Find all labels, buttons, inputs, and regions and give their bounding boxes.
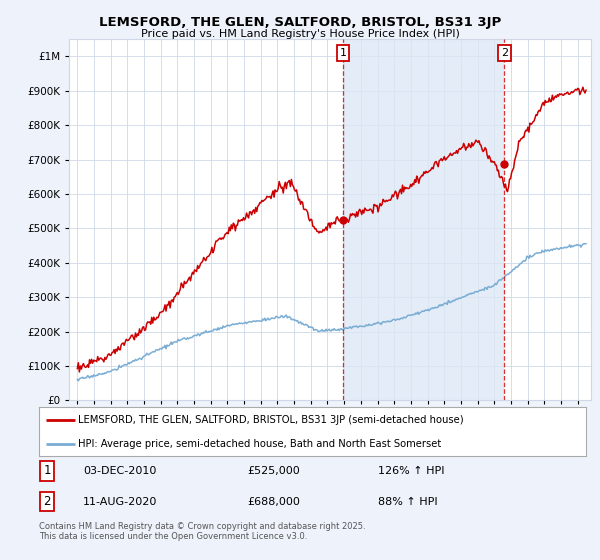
Text: 2: 2 [501, 48, 508, 58]
Text: £688,000: £688,000 [247, 497, 300, 507]
Text: LEMSFORD, THE GLEN, SALTFORD, BRISTOL, BS31 3JP: LEMSFORD, THE GLEN, SALTFORD, BRISTOL, B… [99, 16, 501, 29]
Text: 126% ↑ HPI: 126% ↑ HPI [378, 466, 445, 476]
Text: LEMSFORD, THE GLEN, SALTFORD, BRISTOL, BS31 3JP (semi-detached house): LEMSFORD, THE GLEN, SALTFORD, BRISTOL, B… [79, 416, 464, 426]
Text: 03-DEC-2010: 03-DEC-2010 [83, 466, 156, 476]
Text: 88% ↑ HPI: 88% ↑ HPI [378, 497, 438, 507]
Text: 2: 2 [43, 495, 51, 508]
Text: Contains HM Land Registry data © Crown copyright and database right 2025.
This d: Contains HM Land Registry data © Crown c… [39, 522, 365, 542]
Text: HPI: Average price, semi-detached house, Bath and North East Somerset: HPI: Average price, semi-detached house,… [79, 439, 442, 449]
Text: 1: 1 [340, 48, 346, 58]
Bar [343, 39, 505, 400]
Text: £525,000: £525,000 [247, 466, 299, 476]
Text: 1: 1 [43, 464, 51, 478]
Text: 11-AUG-2020: 11-AUG-2020 [83, 497, 157, 507]
Text: Price paid vs. HM Land Registry's House Price Index (HPI): Price paid vs. HM Land Registry's House … [140, 29, 460, 39]
